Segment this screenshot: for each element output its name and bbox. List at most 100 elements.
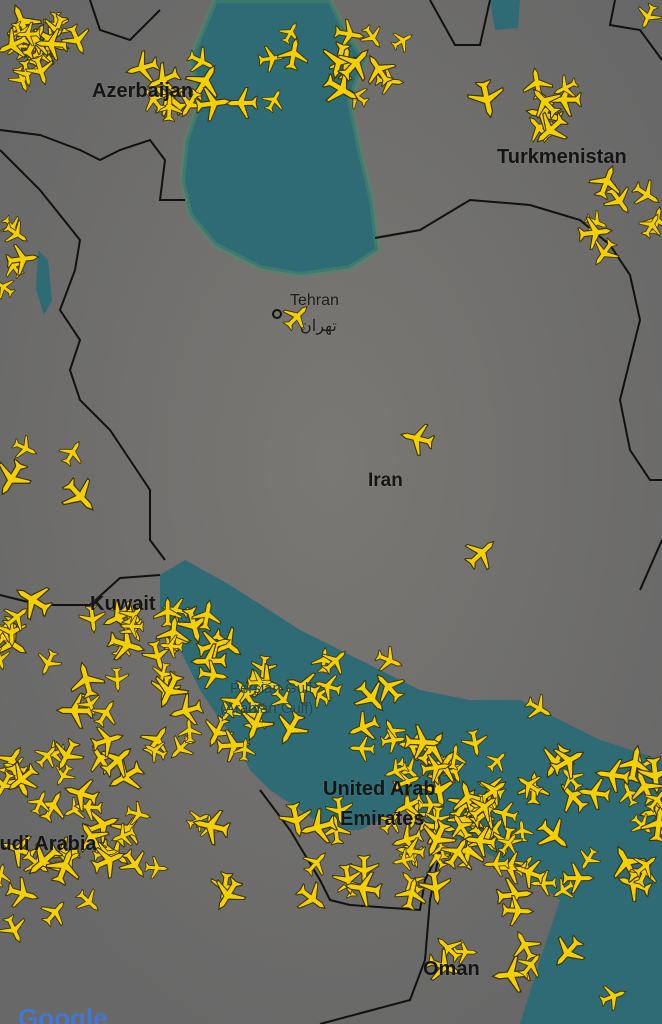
airplane-icon[interactable] — [512, 946, 549, 983]
airplane-icon[interactable] — [290, 877, 334, 921]
airplane-icon[interactable] — [331, 38, 381, 88]
airplane-icon[interactable] — [7, 575, 58, 625]
airplane-icon[interactable] — [417, 869, 453, 906]
airplane-icon[interactable] — [278, 297, 317, 336]
airplane-icon[interactable] — [413, 815, 460, 863]
airplane-icon[interactable] — [177, 717, 202, 744]
airplane-icon[interactable] — [311, 670, 345, 703]
airplane-icon[interactable] — [0, 271, 19, 302]
airplane-icon[interactable] — [366, 664, 411, 709]
airplane-icon[interactable] — [60, 773, 102, 815]
airplane-icon[interactable] — [87, 694, 124, 732]
airplane-icon[interactable] — [30, 738, 65, 773]
airplane-icon[interactable] — [356, 21, 389, 54]
airplane-icon[interactable] — [135, 81, 171, 118]
airplane-icon[interactable] — [380, 756, 411, 787]
airplane-icon[interactable] — [403, 724, 442, 760]
airplane-icon[interactable] — [3, 875, 42, 913]
airplane-icon[interactable] — [436, 830, 479, 873]
airplane-icon[interactable] — [526, 106, 574, 154]
airplane-icon[interactable] — [58, 21, 96, 60]
airplane-icon[interactable] — [343, 707, 384, 747]
airplane-icon[interactable] — [460, 728, 491, 759]
airplane-icon[interactable] — [553, 760, 589, 796]
airplane-icon[interactable] — [640, 783, 662, 817]
airplane-icon[interactable] — [528, 869, 558, 897]
airplane-icon[interactable] — [194, 84, 233, 122]
airplane-icon[interactable] — [521, 690, 558, 727]
airplane-icon[interactable] — [276, 17, 306, 47]
airplane-icon[interactable] — [593, 756, 631, 794]
airplane-icon[interactable] — [379, 727, 407, 755]
airplane-icon[interactable] — [189, 805, 232, 847]
airplane-icon[interactable] — [215, 728, 252, 763]
airplane-icon[interactable] — [397, 419, 437, 458]
airplane-icon[interactable] — [599, 180, 640, 222]
airplane-icon[interactable] — [87, 839, 131, 882]
airplane-icon[interactable] — [277, 800, 316, 840]
airplane-icon[interactable] — [492, 827, 524, 859]
airplane-icon[interactable] — [424, 805, 451, 833]
airplane-icon[interactable] — [24, 787, 55, 818]
airplane-icon[interactable] — [114, 844, 155, 885]
airplane-icon[interactable] — [640, 804, 662, 844]
airplane-icon[interactable] — [348, 674, 395, 721]
airplane-icon[interactable] — [14, 21, 41, 47]
airplane-icon[interactable] — [42, 843, 87, 889]
airplane-icon[interactable] — [0, 911, 32, 948]
airplane-icon[interactable] — [635, 208, 662, 242]
airplane-icon[interactable] — [509, 853, 549, 892]
airplane-icon[interactable] — [32, 646, 65, 680]
airplane-icon[interactable] — [463, 824, 499, 858]
airplane-icon[interactable] — [140, 735, 171, 766]
airplane-icon[interactable] — [596, 980, 630, 1014]
airplane-icon[interactable] — [123, 799, 153, 828]
airplane-icon[interactable] — [545, 82, 582, 117]
airplane-icon[interactable] — [465, 77, 508, 121]
airplane-icon[interactable] — [482, 745, 514, 777]
airplane-icon[interactable] — [417, 792, 444, 818]
airplane-icon[interactable] — [259, 84, 290, 115]
airplane-icon[interactable] — [296, 806, 340, 849]
airplane-icon[interactable] — [166, 691, 206, 731]
airplane-icon[interactable] — [233, 737, 257, 762]
airplane-icon[interactable] — [463, 786, 505, 828]
airplane-icon[interactable] — [158, 634, 184, 659]
airplane-icon[interactable] — [71, 884, 107, 920]
airplane-icon[interactable] — [395, 835, 427, 866]
airplane-icon[interactable] — [491, 955, 532, 994]
airplane-icon[interactable] — [422, 945, 465, 988]
airplane-icon[interactable] — [0, 216, 34, 251]
airplane-icon[interactable] — [250, 654, 278, 683]
airplane-icon[interactable] — [122, 48, 162, 88]
airplane-icon[interactable] — [224, 87, 259, 119]
airplane-icon[interactable] — [632, 0, 662, 33]
airplane-icon[interactable] — [572, 844, 603, 876]
airplane-icon[interactable] — [34, 28, 69, 61]
airplane-icon[interactable] — [0, 861, 14, 888]
airplane-icon[interactable] — [78, 604, 107, 634]
airplane-icon[interactable] — [0, 615, 27, 648]
airplane-icon[interactable] — [549, 72, 582, 105]
airplane-icon[interactable] — [459, 530, 505, 576]
airplane-icon[interactable] — [372, 643, 407, 678]
airplane-icon[interactable] — [196, 659, 230, 692]
airplane-icon[interactable] — [342, 868, 383, 908]
airplane-icon[interactable] — [55, 471, 106, 522]
airplane-icon[interactable] — [544, 929, 591, 976]
airplane-icon[interactable] — [0, 645, 13, 672]
airplane-icon[interactable] — [257, 44, 287, 73]
airplane-icon[interactable] — [23, 53, 58, 89]
airplane-icon[interactable] — [9, 432, 42, 464]
airplane-icon[interactable] — [393, 874, 430, 912]
airplane-icon[interactable] — [0, 598, 36, 636]
airplane-icon[interactable] — [0, 24, 34, 66]
airplane-icon[interactable] — [234, 702, 278, 746]
airplane-icon[interactable] — [183, 43, 220, 79]
airplane-icon[interactable] — [268, 706, 313, 752]
airplane-icon[interactable] — [348, 735, 376, 762]
airplane-icon[interactable] — [0, 756, 45, 802]
airplane-icon[interactable] — [0, 454, 36, 504]
airplane-icon[interactable] — [141, 58, 185, 101]
